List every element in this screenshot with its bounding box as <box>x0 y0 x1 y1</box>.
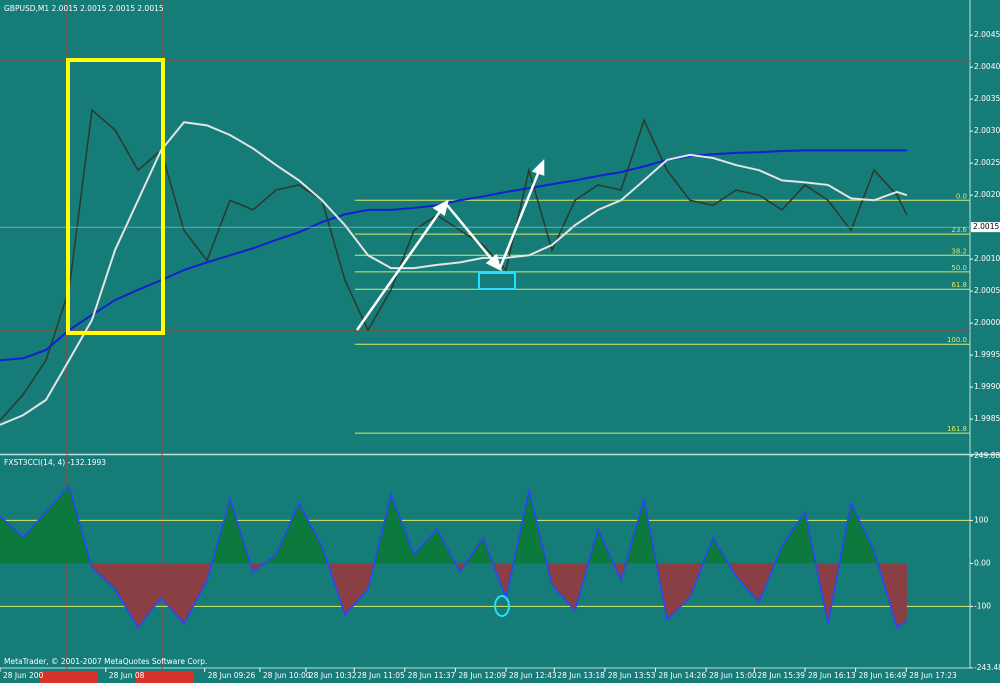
current-price-label: 2.0015 <box>973 222 999 231</box>
time-highlight <box>40 671 98 683</box>
fib-label: 23.6 <box>951 226 967 234</box>
arrow <box>355 209 443 331</box>
plot-layer: 0.0 23.6 38.2 50.0 61.8 100.0 161.8 <box>0 108 970 630</box>
arrow-head <box>485 253 503 272</box>
fib-label: 38.2 <box>951 247 967 255</box>
fib-label: 61.8 <box>951 281 967 289</box>
area-positive <box>0 486 878 564</box>
y-tick-label: -100 <box>974 601 991 610</box>
fib-label: 50.0 <box>951 264 967 272</box>
x-tick-label: 28 Jun 17:23 <box>909 671 957 680</box>
fib-label: 100.0 <box>947 336 967 344</box>
x-tick-label: 28 Jun 14:26 <box>658 671 706 680</box>
y-tick-label: 2.0045 <box>974 30 1000 39</box>
highlight-circle <box>494 595 510 617</box>
x-tick-label: 28 Jun 16:49 <box>859 671 907 680</box>
x-tick-label: 28 Jun 09:26 <box>208 671 256 680</box>
y-tick-label: 0.00 <box>974 558 991 567</box>
y-tick-label: -243.482 <box>974 663 1000 672</box>
y-tick-label: 2.0005 <box>974 286 1000 295</box>
time-highlight <box>136 671 194 683</box>
x-tick-label: 28 Jun 15:39 <box>757 671 805 680</box>
y-tick-label: 2.0030 <box>974 126 1000 135</box>
x-tick-label: 28 Jun 12:09 <box>458 671 506 680</box>
y-tick-label: 100 <box>974 515 989 524</box>
highlight-box <box>478 272 516 290</box>
x-tick-label: 28 Jun 08 <box>109 671 145 680</box>
y-tick-label: 2.0010 <box>974 254 1000 263</box>
arrow <box>446 204 495 263</box>
arrow-head <box>531 158 545 176</box>
indicator-title: FXST3CCI(14, 4) -132.1993 <box>4 458 106 467</box>
fib-label: 0.0 <box>956 192 967 200</box>
y-tick-label: 249.886 <box>974 451 1000 460</box>
y-tick-label: 2.0035 <box>974 94 1000 103</box>
series-line <box>0 108 908 421</box>
chart-title: GBPUSD,M1 2.0015 2.0015 2.0015 2.0015 <box>4 4 164 13</box>
y-tick-label: 2.0040 <box>974 62 1000 71</box>
x-tick-label: 28 Jun 10:00 <box>263 671 311 680</box>
x-tick-label: 28 Jun 13:53 <box>608 671 656 680</box>
x-tick-label: 28 Jun 13:18 <box>557 671 605 680</box>
x-tick-label: 28 Jun 200 <box>3 671 44 680</box>
x-tick-label: 28 Jun 10:32 <box>309 671 357 680</box>
y-tick-label: 2.0000 <box>974 318 1000 327</box>
arrow-head <box>432 199 449 217</box>
series-line <box>0 121 908 426</box>
series-line <box>0 149 907 362</box>
y-tick-label: 2.0020 <box>974 190 1000 199</box>
fib-label: 161.8 <box>947 425 967 433</box>
arrows <box>355 158 545 331</box>
x-tick-label: 28 Jun 11:37 <box>408 671 456 680</box>
x-tick-label: 28 Jun 12:43 <box>509 671 557 680</box>
current-price-box <box>971 222 1000 233</box>
arrow <box>498 170 541 269</box>
indicator-line <box>0 484 908 630</box>
y-tick-label: 1.9985 <box>974 414 1000 423</box>
copyright: MetaTrader, © 2001-2007 MetaQuotes Softw… <box>4 657 207 666</box>
y-tick-label: 2.0025 <box>974 158 1000 167</box>
x-tick-label: 28 Jun 15:00 <box>709 671 757 680</box>
highlight-box <box>66 58 165 335</box>
x-tick-label: 28 Jun 16:13 <box>808 671 856 680</box>
x-tick-label: 28 Jun 11:05 <box>357 671 405 680</box>
area-negative <box>0 563 907 628</box>
y-tick-label: 1.9995 <box>974 350 1000 359</box>
y-tick-label: 1.9990 <box>974 382 1000 391</box>
